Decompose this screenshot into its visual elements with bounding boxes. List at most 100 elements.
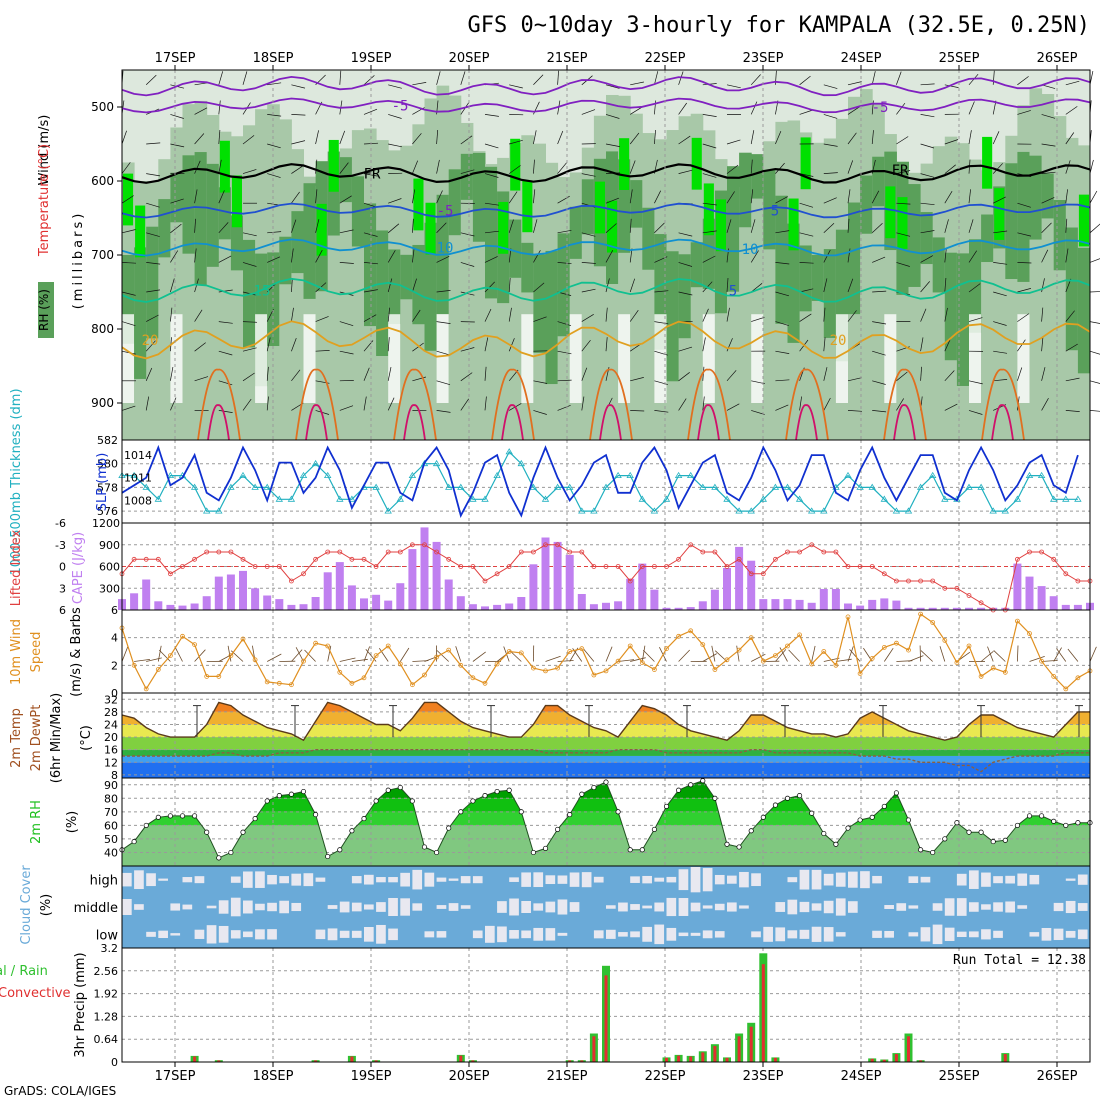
wind-barb-10m bbox=[993, 650, 1006, 662]
rh-band-mid bbox=[460, 122, 474, 440]
thickness-point bbox=[275, 495, 284, 502]
cloud-cell bbox=[460, 905, 471, 909]
wind-barb-10m bbox=[1017, 645, 1019, 662]
wind-speed-point bbox=[313, 640, 319, 646]
cloud-cell bbox=[497, 901, 507, 913]
cloud-cell bbox=[799, 869, 810, 890]
rh-point bbox=[954, 820, 960, 826]
date-label-bottom: 21SEP bbox=[547, 1069, 588, 1084]
wind-speed-point bbox=[700, 642, 706, 647]
rh-band-dark bbox=[727, 166, 740, 292]
rh-band-mid bbox=[981, 170, 994, 440]
thickness-point bbox=[941, 495, 949, 502]
wind-barb bbox=[1065, 189, 1068, 204]
wind-barb bbox=[630, 81, 644, 86]
rh-point bbox=[772, 802, 778, 808]
wind-barb bbox=[1065, 248, 1069, 263]
wind-barb bbox=[267, 143, 281, 149]
rh-band-dark bbox=[182, 155, 196, 254]
rh-band-dark bbox=[412, 244, 425, 325]
wind-barb bbox=[775, 196, 788, 204]
wind-barb bbox=[581, 367, 588, 381]
cloud-cell bbox=[787, 930, 798, 939]
rh-point bbox=[349, 828, 355, 834]
wind-barb-10m bbox=[987, 646, 994, 662]
lifted-index-point bbox=[736, 556, 742, 562]
wind-barb bbox=[654, 129, 656, 145]
rh-band-dark bbox=[775, 195, 788, 324]
cape-bar bbox=[142, 579, 151, 610]
cape-bar bbox=[989, 607, 998, 610]
rh-band-high bbox=[994, 188, 1005, 240]
wind-barb bbox=[218, 71, 224, 85]
rh-point bbox=[809, 810, 815, 816]
wind-barb bbox=[266, 396, 269, 411]
wind-barb bbox=[242, 262, 257, 267]
cape-bar bbox=[190, 603, 199, 610]
thickness-point bbox=[311, 459, 320, 467]
li-tick-label: 6 bbox=[59, 604, 66, 617]
wind-barb-10m bbox=[920, 650, 933, 662]
rh-band-dark bbox=[678, 254, 692, 339]
rh-band-high bbox=[413, 178, 424, 231]
wind-barb bbox=[993, 379, 1008, 382]
wind-barb bbox=[387, 250, 396, 263]
cloud-cell bbox=[206, 905, 217, 909]
rh-band-dark bbox=[811, 254, 825, 301]
cloud-cell bbox=[1053, 928, 1064, 941]
wind-speed-point bbox=[276, 680, 282, 686]
cloud-cell bbox=[327, 905, 338, 909]
precip-convective-bar bbox=[350, 1056, 354, 1062]
wind-speed-point bbox=[264, 679, 270, 685]
precip-convective-bar bbox=[894, 1054, 898, 1062]
wind-barb bbox=[557, 130, 564, 145]
wind-barb bbox=[993, 291, 1007, 297]
wind-barb bbox=[533, 130, 537, 145]
wind-barb bbox=[267, 114, 282, 117]
rh-band-dark bbox=[279, 236, 292, 285]
cloud-cell bbox=[702, 905, 713, 909]
wind-barb bbox=[363, 108, 378, 115]
cloud-cell bbox=[412, 903, 423, 911]
wind-barb bbox=[847, 106, 860, 115]
rh-point bbox=[1014, 822, 1020, 828]
wind-barb bbox=[1041, 143, 1056, 147]
rh-band-dark bbox=[509, 219, 522, 278]
thickness-point bbox=[1074, 495, 1082, 502]
cloud-cell bbox=[545, 928, 556, 941]
rh-band-dry bbox=[122, 314, 135, 403]
lifted-index-point bbox=[1063, 571, 1069, 577]
wind-barb bbox=[315, 159, 318, 174]
wind-barb bbox=[629, 218, 632, 233]
wind-barb bbox=[315, 130, 319, 145]
wind-speed-point bbox=[397, 661, 403, 667]
isotherm-30 bbox=[599, 404, 622, 441]
wind-barb bbox=[920, 202, 935, 206]
rh-band-high bbox=[897, 197, 908, 249]
cloud-cell bbox=[654, 902, 665, 912]
credit-label: GrADS: COLA/IGES bbox=[4, 1084, 116, 1098]
rh-point bbox=[288, 791, 294, 797]
cloud-cell bbox=[267, 929, 277, 940]
rh-band-dry bbox=[969, 314, 982, 403]
wind-barb bbox=[605, 143, 620, 147]
wind-barb bbox=[1017, 367, 1023, 381]
rh-band-high bbox=[691, 137, 702, 190]
slp-tick-label: 1014 bbox=[124, 449, 152, 462]
wind-speed-point bbox=[216, 674, 222, 679]
cloud-cell bbox=[509, 930, 519, 939]
lifted-index-point bbox=[240, 556, 246, 562]
wind-barb bbox=[944, 338, 951, 352]
wind-barb bbox=[242, 321, 258, 323]
lifted-index-point bbox=[446, 556, 452, 562]
cloud-cell bbox=[1029, 874, 1040, 885]
rh-band-dark bbox=[485, 166, 498, 299]
wind-barb-10m bbox=[399, 647, 410, 662]
wind-barb-10m bbox=[436, 650, 449, 662]
rh-point bbox=[240, 829, 246, 835]
rh-point bbox=[869, 814, 875, 820]
cape-bar bbox=[952, 607, 961, 610]
cape-bar bbox=[650, 589, 659, 610]
rh-point bbox=[252, 816, 258, 822]
wind-barb bbox=[726, 191, 735, 204]
